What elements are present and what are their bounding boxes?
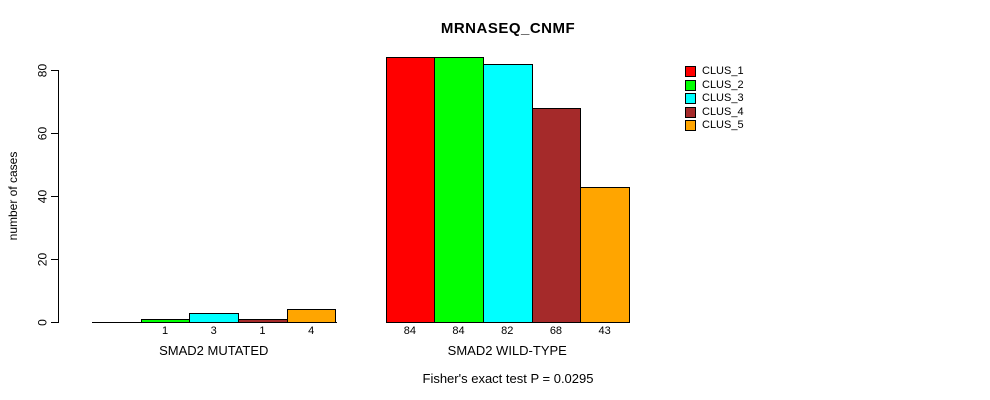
bar-clus_5 (286, 309, 337, 323)
bar-value-label: 84 (452, 325, 465, 337)
bar-clus_5 (580, 186, 630, 323)
bar-clus_3 (189, 312, 240, 323)
bar-value-label: 84 (403, 325, 416, 337)
legend-swatch-clus_5 (685, 120, 696, 131)
x-category-label: SMAD2 WILD-TYPE (447, 343, 567, 358)
legend-swatch-clus_2 (685, 79, 696, 91)
bar-value-label: 68 (549, 325, 563, 337)
bar-value-label: 1 (259, 325, 266, 337)
legend-swatch-clus_1 (685, 66, 696, 77)
legend-label: CLUS_5 (702, 119, 744, 131)
legend-swatch-clus_4 (685, 106, 696, 118)
legend-label: CLUS_3 (702, 92, 744, 104)
y-axis-line (58, 70, 59, 323)
legend-label: CLUS_4 (702, 105, 744, 118)
x-category-label: SMAD2 MUTATED (159, 343, 269, 358)
y-axis-tick (51, 259, 58, 260)
bar-value-label: 4 (308, 325, 315, 337)
y-axis-tick (51, 196, 58, 197)
bar-clus_1 (385, 57, 436, 323)
y-axis-tick (51, 70, 58, 71)
bar-clus_4 (531, 107, 582, 323)
legend-label: CLUS_1 (702, 65, 744, 77)
bar-value-label: 43 (598, 325, 611, 337)
legend-swatch-clus_3 (685, 93, 696, 104)
y-axis-tick (51, 133, 58, 134)
annotation-text: Fisher's exact test P = 0.0295 (422, 371, 594, 386)
bar-value-label: 82 (501, 325, 514, 337)
legend-label: CLUS_2 (702, 78, 744, 91)
y-axis-tick (51, 322, 58, 323)
bar-value-label: 3 (210, 325, 217, 337)
chart-title: MRNASEQ_CNMF (440, 20, 576, 37)
bar-clus_3 (482, 63, 533, 323)
bar-value-label: 1 (161, 325, 169, 337)
